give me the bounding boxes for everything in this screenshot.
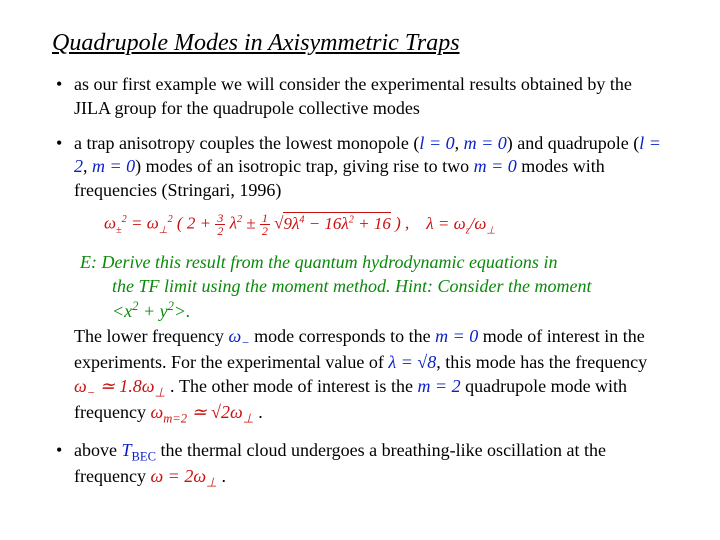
equation-block: ω±2 = ω⊥2 ( 2 + 32 λ2 ± 12 √9λ4 − 16λ2 +… (104, 212, 672, 237)
m0d: m = 0 (435, 326, 478, 346)
eq-lamdef: λ = ωz/ω⊥ (426, 214, 495, 233)
b2-l0: l = 0 (419, 133, 454, 153)
eq-pm-sub: ± (116, 225, 122, 236)
slide-title: Quadrupole Modes in Axisymmetric Traps (52, 28, 672, 59)
eq-sq1: 2 (122, 214, 127, 225)
bullet-3: • above TBEC the thermal cloud undergoes… (56, 439, 672, 491)
eq-open: ( (177, 214, 183, 233)
derive-block: E: Derive this result from the quantum h… (80, 251, 672, 323)
p1e: . The other mode of interest is the (166, 376, 418, 396)
p1b: mode corresponds to the (250, 326, 435, 346)
freq2: ωm=2 ≃ √2ω⊥ (150, 402, 253, 422)
p1a: The lower frequency (74, 326, 228, 346)
freq3: ω = 2ω⊥ (150, 466, 217, 486)
mode-paragraph: The lower frequency ω− mode corresponds … (74, 325, 672, 426)
eq-close: ) , (395, 214, 422, 233)
eq-sqrt: √9λ4 − 16λ2 + 16 (274, 212, 391, 233)
derive-line1: Derive this result from the quantum hydr… (102, 252, 558, 272)
tbec-sub: BEC (132, 449, 157, 463)
eq-lam2sup: 2 (237, 214, 242, 225)
bullet-dot-icon: • (56, 73, 74, 120)
b2-m0b: m = 0 (92, 156, 135, 176)
eq-lam2: λ (230, 214, 237, 233)
bullet-dot-icon: • (56, 439, 74, 491)
eq-pm: ± (246, 214, 260, 233)
bullet-dot-icon: • (56, 132, 74, 427)
eq-frac1: 32 (215, 212, 225, 237)
derive-line2: the TF limit using the moment method. Hi… (112, 275, 672, 298)
eq-omegaperp: ω (147, 214, 159, 233)
p1g: . (254, 402, 263, 422)
b2-comma1: , (455, 133, 464, 153)
eq-omega: ω (104, 214, 116, 233)
lambda-val: λ = √8 (388, 352, 436, 372)
b3-lead: above (74, 440, 121, 460)
derive-E: E: (80, 252, 97, 272)
eq-sq2: 2 (168, 214, 173, 225)
b2-comma2: , (83, 156, 92, 176)
bullet-1: • as our first example we will consider … (56, 73, 672, 120)
derive-moment: <x2 + y2>. (112, 298, 672, 323)
tbec: TBEC (121, 440, 156, 460)
slide: Quadrupole Modes in Axisymmetric Traps •… (0, 0, 720, 523)
b2-mid1: ) and quadrupole ( (507, 133, 639, 153)
bullet-3-body: above TBEC the thermal cloud undergoes a… (74, 439, 672, 491)
b2-mid2: ) modes of an isotropic trap, giving ris… (135, 156, 473, 176)
bullet-1-text: as our first example we will consider th… (74, 73, 672, 120)
bullet-2: • a trap anisotropy couples the lowest m… (56, 132, 672, 427)
b2-m0a: m = 0 (464, 133, 507, 153)
eq-perp-sub: ⊥ (159, 225, 168, 236)
omega-minus: ω− (228, 326, 249, 346)
eq-frac2: 12 (260, 212, 270, 237)
m2: m = 2 (417, 376, 460, 396)
b2-m0c: m = 0 (474, 156, 522, 176)
b2-lead: a trap anisotropy couples the lowest mon… (74, 133, 419, 153)
b3-tail: . (217, 466, 226, 486)
freq1: ω− ≃ 1.8ω⊥ (74, 376, 166, 396)
bullet-2-body: a trap anisotropy couples the lowest mon… (74, 132, 672, 427)
eq-two: 2 + (187, 214, 215, 233)
eq-eq1: = (131, 214, 147, 233)
tbec-T: T (121, 440, 131, 460)
p1d: , this mode has the frequency (436, 352, 647, 372)
